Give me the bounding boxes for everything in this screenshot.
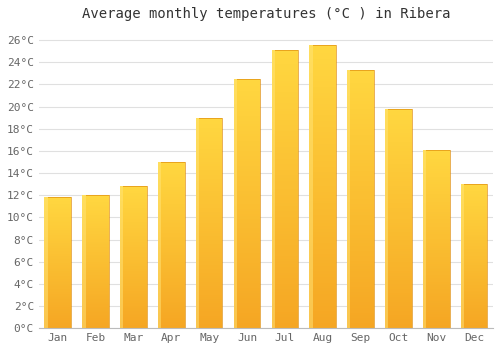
- Title: Average monthly temperatures (°C ) in Ribera: Average monthly temperatures (°C ) in Ri…: [82, 7, 450, 21]
